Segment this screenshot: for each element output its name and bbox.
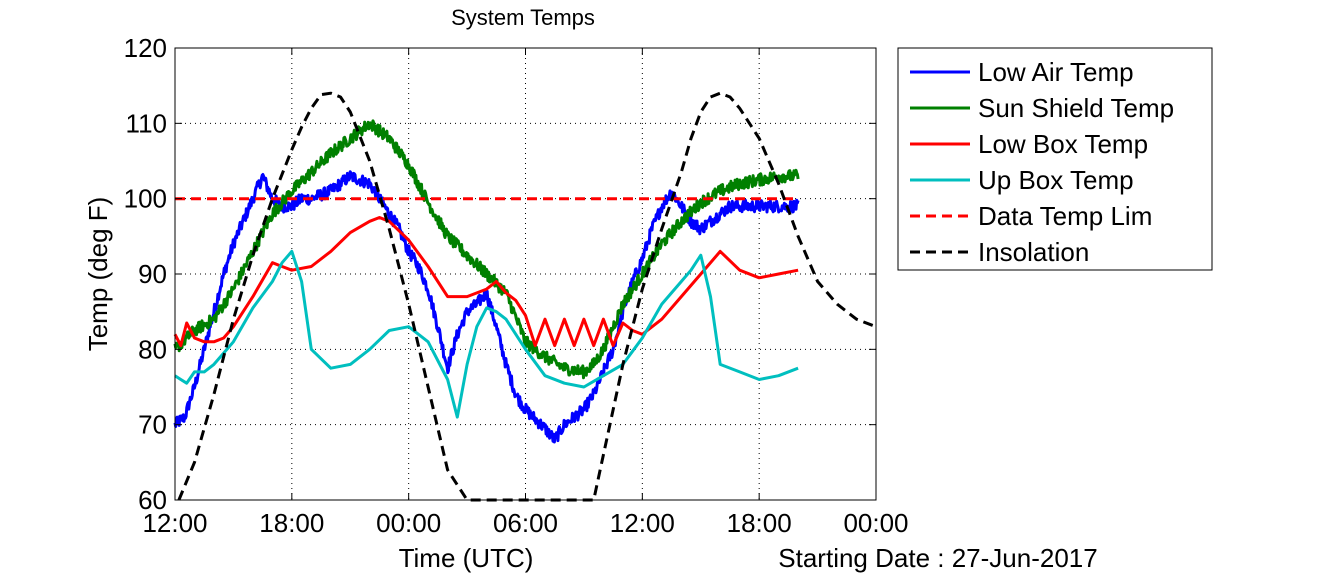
legend-label-sun-shield-temp: Sun Shield Temp xyxy=(978,93,1174,123)
chart-title: System Temps xyxy=(451,5,595,30)
x-tick-label: 00:00 xyxy=(376,508,441,538)
series-line-up-box-temp xyxy=(174,249,799,419)
x-axis-ticks: 12:00 18:00 00:00 06:00 12:00 18:00 00:00 xyxy=(142,48,909,538)
legend-box xyxy=(897,47,1213,271)
series-line-sun-shield-temp xyxy=(173,119,800,380)
y-tick-label: 110 xyxy=(126,108,167,138)
legend-label-insolation: Insolation xyxy=(978,237,1089,267)
series-line-insolation xyxy=(177,91,877,502)
y-tick-label: 90 xyxy=(138,259,167,289)
legend-label-low-box-temp: Low Box Temp xyxy=(978,129,1148,159)
x-tick-label: 00:00 xyxy=(843,508,908,538)
y-tick-label: 80 xyxy=(138,334,167,364)
y-tick-label: 70 xyxy=(138,410,167,440)
x-tick-label: 06:00 xyxy=(493,508,558,538)
y-axis-label: Temp (deg F) xyxy=(83,197,113,352)
legend-label-low-air-temp: Low Air Temp xyxy=(978,57,1134,87)
y-axis-ticks: 60 70 80 90 100 110 120 xyxy=(124,33,876,515)
starting-date-label: Starting Date : 27-Jun-2017 xyxy=(778,543,1097,573)
legend: Low Air Temp Sun Shield Temp Low Box Temp U… xyxy=(897,47,1213,271)
y-tick-label: 120 xyxy=(124,33,167,63)
y-tick-label: 100 xyxy=(124,184,167,214)
x-tick-label: 18:00 xyxy=(727,508,792,538)
legend-label-data-temp-lim: Data Temp Lim xyxy=(978,201,1152,231)
x-tick-label: 12:00 xyxy=(142,508,207,538)
legend-label-up-box-temp: Up Box Temp xyxy=(978,165,1134,195)
x-tick-label: 12:00 xyxy=(610,508,675,538)
series-line-low-box-temp xyxy=(173,216,799,348)
y-tick-label: 60 xyxy=(138,485,167,515)
x-tick-label: 18:00 xyxy=(259,508,324,538)
x-axis-label: Time (UTC) xyxy=(399,543,534,573)
